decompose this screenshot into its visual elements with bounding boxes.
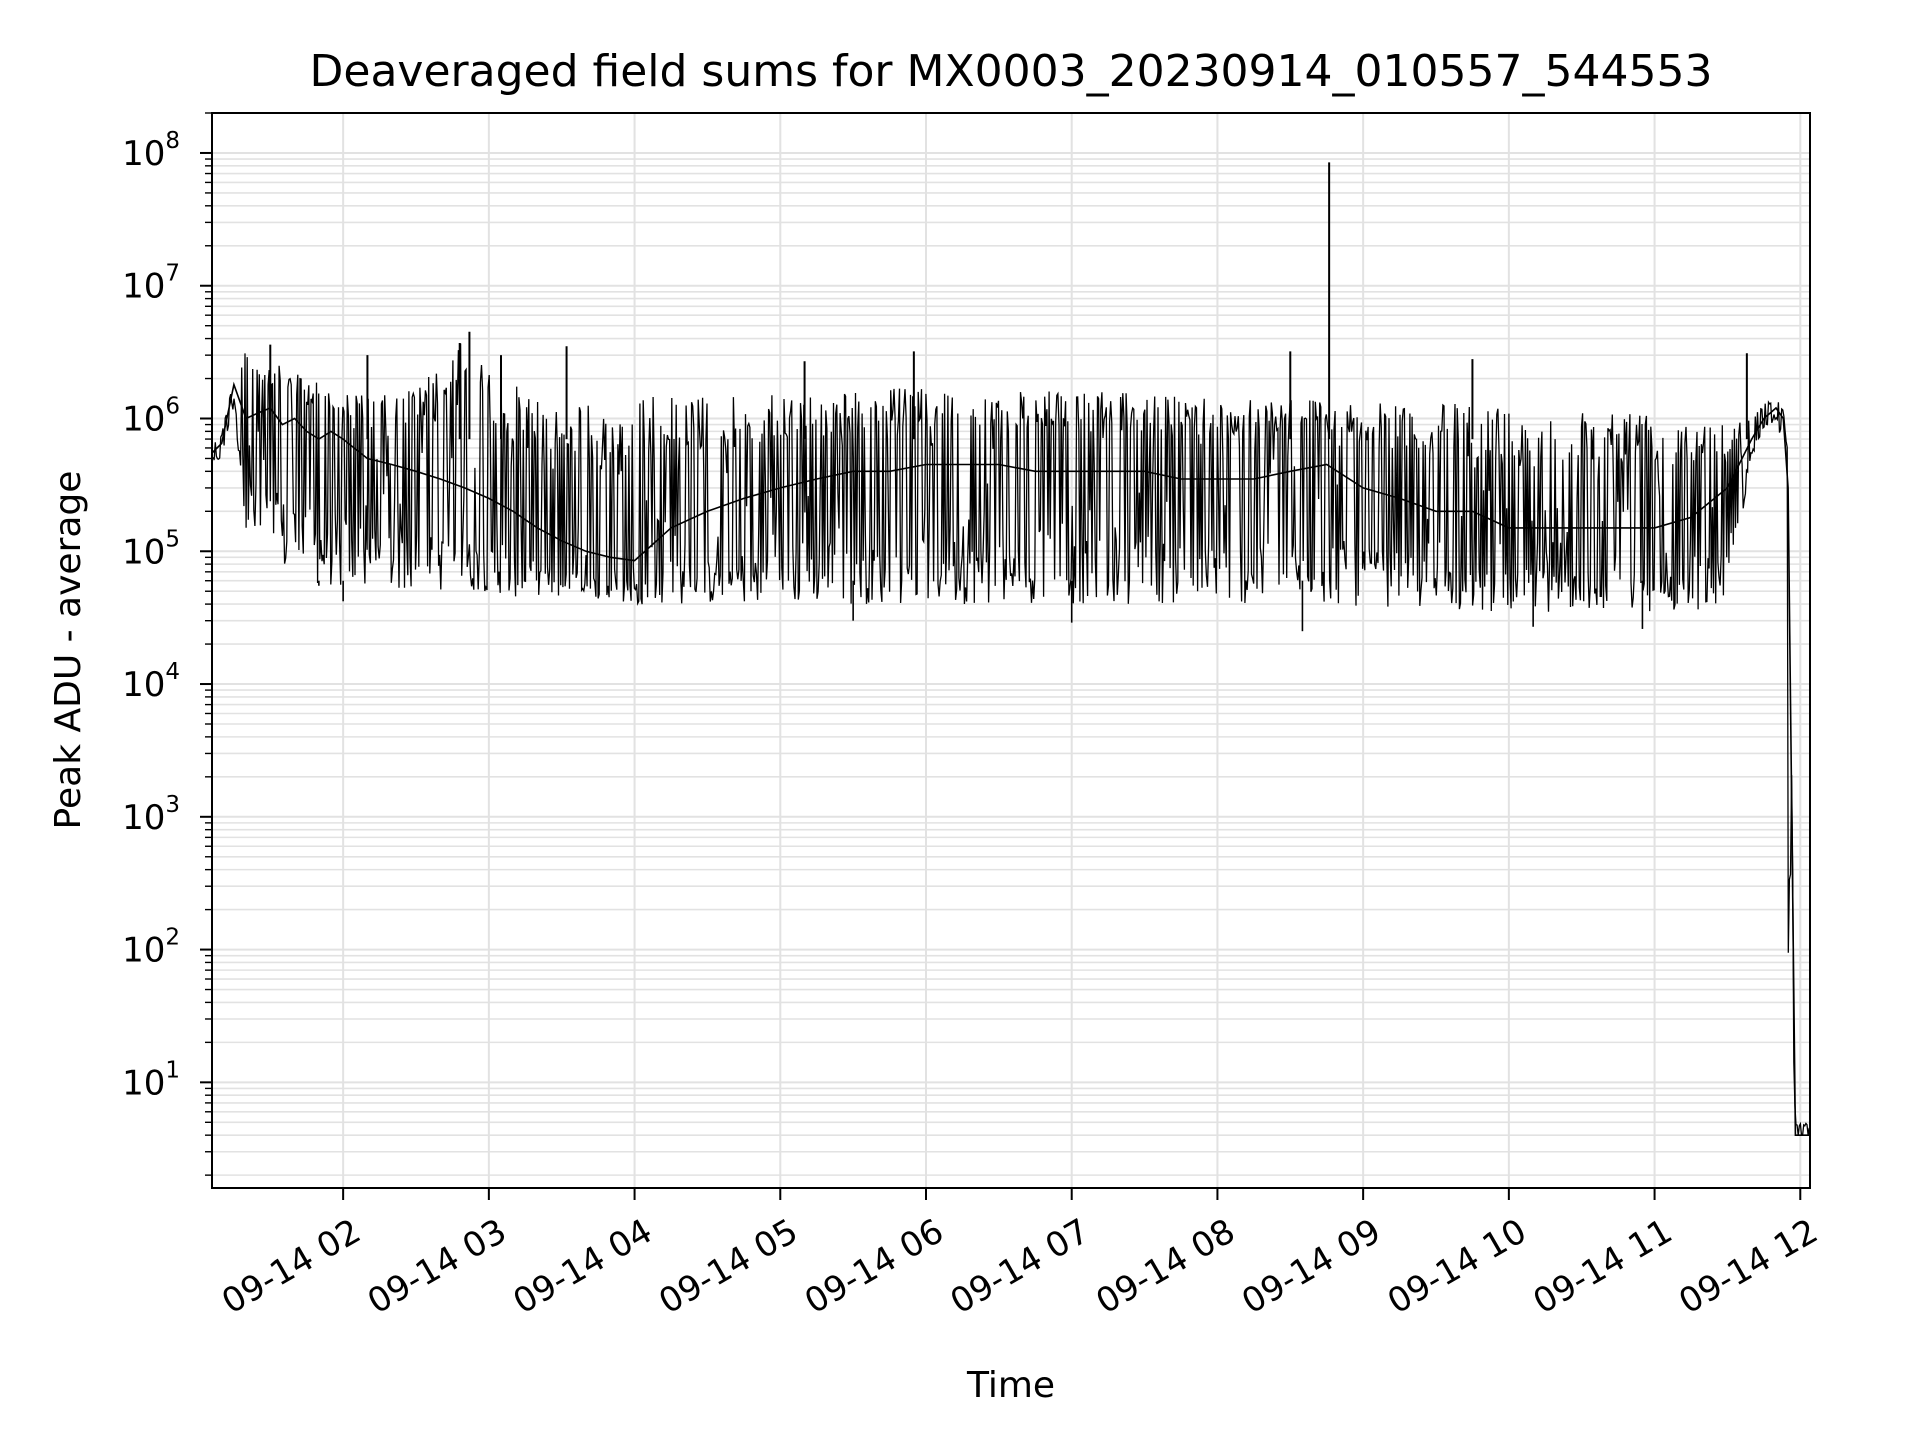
y-tick-exponent: 7	[165, 261, 180, 287]
x-tick-label: 09-14 08	[1090, 1211, 1242, 1322]
chart-title: Deaveraged field sums for MX0003_2023091…	[310, 46, 1713, 97]
x-tick-label: 09-14 02	[215, 1211, 367, 1322]
series-trace	[211, 381, 1810, 1136]
y-tick-base: 10	[122, 267, 165, 307]
plot-frame	[211, 112, 1811, 1189]
series-line	[211, 343, 1810, 1136]
y-tick-base: 10	[122, 532, 165, 572]
x-tick-label: 09-14 12	[1672, 1211, 1824, 1322]
grid	[212, 112, 1810, 1188]
x-tick-label: 09-14 10	[1381, 1211, 1533, 1322]
y-tick-base: 10	[122, 400, 165, 440]
y-tick-exponent: 2	[165, 925, 180, 951]
y-tick-label: 107	[122, 261, 180, 307]
x-tick-label: 09-14 07	[944, 1211, 1096, 1322]
x-tick-label: 09-14 04	[507, 1211, 659, 1322]
y-tick-exponent: 8	[165, 128, 180, 154]
y-tick-label: 106	[122, 394, 180, 440]
y-tick-exponent: 3	[165, 792, 180, 818]
y-tick-base: 10	[122, 1063, 165, 1103]
y-tick-label: 103	[122, 792, 180, 838]
y-tick-exponent: 1	[165, 1057, 180, 1083]
x-tick-label: 09-14 11	[1527, 1211, 1679, 1322]
y-tick-exponent: 5	[165, 526, 180, 552]
x-axis-label: Time	[966, 1365, 1055, 1406]
y-axis-label: Peak ADU - average	[48, 471, 89, 830]
y-tick-base: 10	[122, 665, 165, 705]
x-tick-label: 09-14 09	[1235, 1211, 1387, 1322]
y-tick-label: 101	[122, 1057, 180, 1103]
y-tick-base: 10	[122, 798, 165, 838]
y-tick-label: 104	[122, 659, 180, 705]
x-tick-label: 09-14 03	[361, 1211, 513, 1322]
y-tick-label: 105	[122, 526, 180, 572]
x-tick-label: 09-14 05	[652, 1211, 804, 1322]
y-tick-base: 10	[122, 931, 165, 971]
x-tick-label: 09-14 06	[798, 1211, 950, 1322]
series-layer	[211, 162, 1810, 1136]
y-tick-exponent: 4	[165, 659, 180, 685]
y-tick-exponent: 6	[165, 394, 180, 420]
y-tick-base: 10	[122, 134, 165, 174]
y-tick-label: 108	[122, 128, 180, 174]
y-tick-label: 102	[122, 925, 180, 971]
